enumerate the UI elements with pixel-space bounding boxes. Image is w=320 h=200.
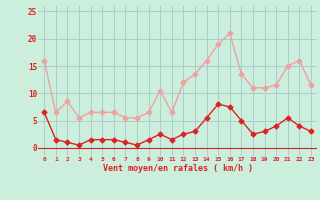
X-axis label: Vent moyen/en rafales ( km/h ): Vent moyen/en rafales ( km/h )	[103, 164, 252, 173]
